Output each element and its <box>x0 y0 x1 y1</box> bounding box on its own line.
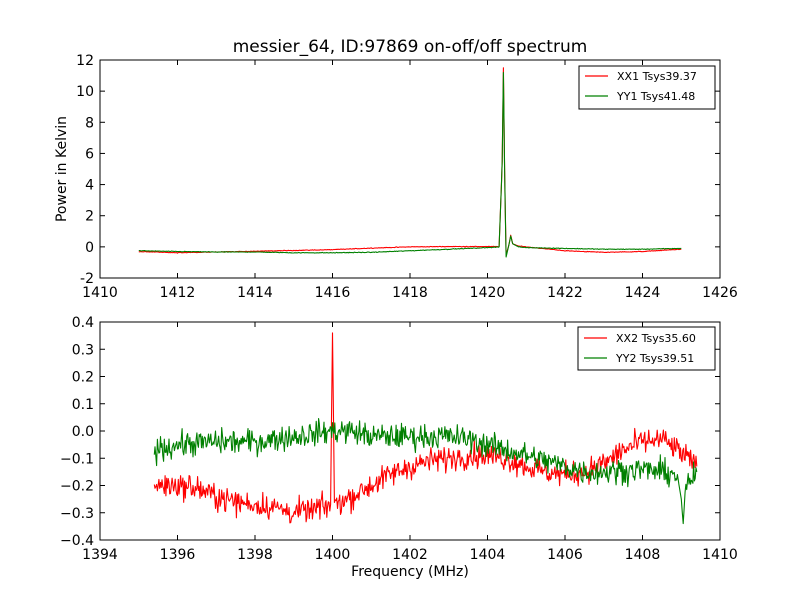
bottom-x-tick-label: 1402 <box>392 547 428 563</box>
bottom-x-tick-label: 1396 <box>160 547 196 563</box>
top-y-tick-label: -2 <box>80 271 94 287</box>
bottom-x-tick-label: 1408 <box>625 547 661 563</box>
bottom-x-tick-label: 1398 <box>237 547 273 563</box>
bottom-y-tick-label: 0.1 <box>72 397 94 413</box>
bottom-axis-tick-labels: 1394 1396 1398 1400 1402 1404 1406 1408 1410 −0.4… <box>60 315 738 563</box>
bottom-legend-label-xx2: XX2 Tsys35.60 <box>616 332 696 345</box>
top-y-tick-label: 0 <box>85 240 94 256</box>
top-axis-tick-labels: 1410 1412 1414 1416 1418 1420 1422 1424 1426 -2 0 2… <box>76 53 738 301</box>
top-axes-frame <box>99 59 721 279</box>
top-series-line-1 <box>138 71 682 258</box>
top-x-tick-label: 1420 <box>470 285 506 301</box>
bottom-y-tick-label: 0.3 <box>72 342 94 358</box>
bottom-panel: Frequency (MHz) 1394 1396 1398 1400 1402 1404… <box>60 315 738 580</box>
bottom-y-tick-label: −0.1 <box>60 451 94 467</box>
top-x-tick-label: 1424 <box>625 285 661 301</box>
bottom-y-tick-label: 0.4 <box>72 315 94 331</box>
top-legend-box <box>578 65 716 110</box>
bottom-x-tick-label: 1394 <box>82 547 118 563</box>
top-legend-label-yy1: YY1 Tsys41.48 <box>616 90 695 103</box>
top-y-tick-label: 8 <box>85 115 94 131</box>
top-y-tick-label: 6 <box>85 146 94 162</box>
bottom-y-tick-label: −0.3 <box>60 506 94 522</box>
top-y-tick-label: 2 <box>85 209 94 225</box>
top-y-tick-label: 12 <box>76 53 94 69</box>
bottom-x-tick-label: 1406 <box>547 547 583 563</box>
top-panel: messier_64, ID:97869 on-off/off spectrum… <box>54 37 738 301</box>
bottom-x-axis-label: Frequency (MHz) <box>351 564 469 580</box>
top-y-axis-label: Power in Kelvin <box>54 116 70 222</box>
bottom-axes-frame <box>99 321 721 541</box>
top-x-tick-label: 1416 <box>315 285 351 301</box>
bottom-y-tick-label: −0.2 <box>60 479 94 495</box>
top-y-tick-label: 4 <box>85 178 94 194</box>
bottom-legend-label-yy2: YY2 Tsys39.51 <box>615 352 694 365</box>
bottom-x-tick-label: 1404 <box>470 547 506 563</box>
bottom-legend: XX2 Tsys35.60 YY2 Tsys39.51 <box>577 326 716 371</box>
top-chart-title: messier_64, ID:97869 on-off/off spectrum <box>233 37 588 57</box>
top-x-tick-label: 1426 <box>702 285 738 301</box>
top-x-tick-label: 1414 <box>237 285 273 301</box>
top-legend: XX1 Tsys39.37 YY1 Tsys41.48 <box>578 65 716 110</box>
bottom-x-tick-label: 1410 <box>702 547 738 563</box>
bottom-x-tick-label: 1400 <box>315 547 351 563</box>
top-legend-label-xx1: XX1 Tsys39.37 <box>617 70 697 83</box>
bottom-series-line-0 <box>153 332 698 524</box>
bottom-legend-box <box>577 326 716 371</box>
bottom-series-line-1 <box>153 418 698 525</box>
top-x-tick-label: 1422 <box>547 285 583 301</box>
bottom-y-tick-label: 0.2 <box>72 370 94 386</box>
top-x-tick-label: 1410 <box>82 285 118 301</box>
bottom-y-tick-label: −0.4 <box>60 533 94 549</box>
top-x-tick-label: 1412 <box>160 285 196 301</box>
top-plot-area <box>138 67 682 258</box>
bottom-plot-area <box>153 332 698 525</box>
top-y-tick-label: 10 <box>76 84 94 100</box>
bottom-y-tick-label: 0.0 <box>72 424 94 440</box>
top-x-tick-label: 1418 <box>392 285 428 301</box>
